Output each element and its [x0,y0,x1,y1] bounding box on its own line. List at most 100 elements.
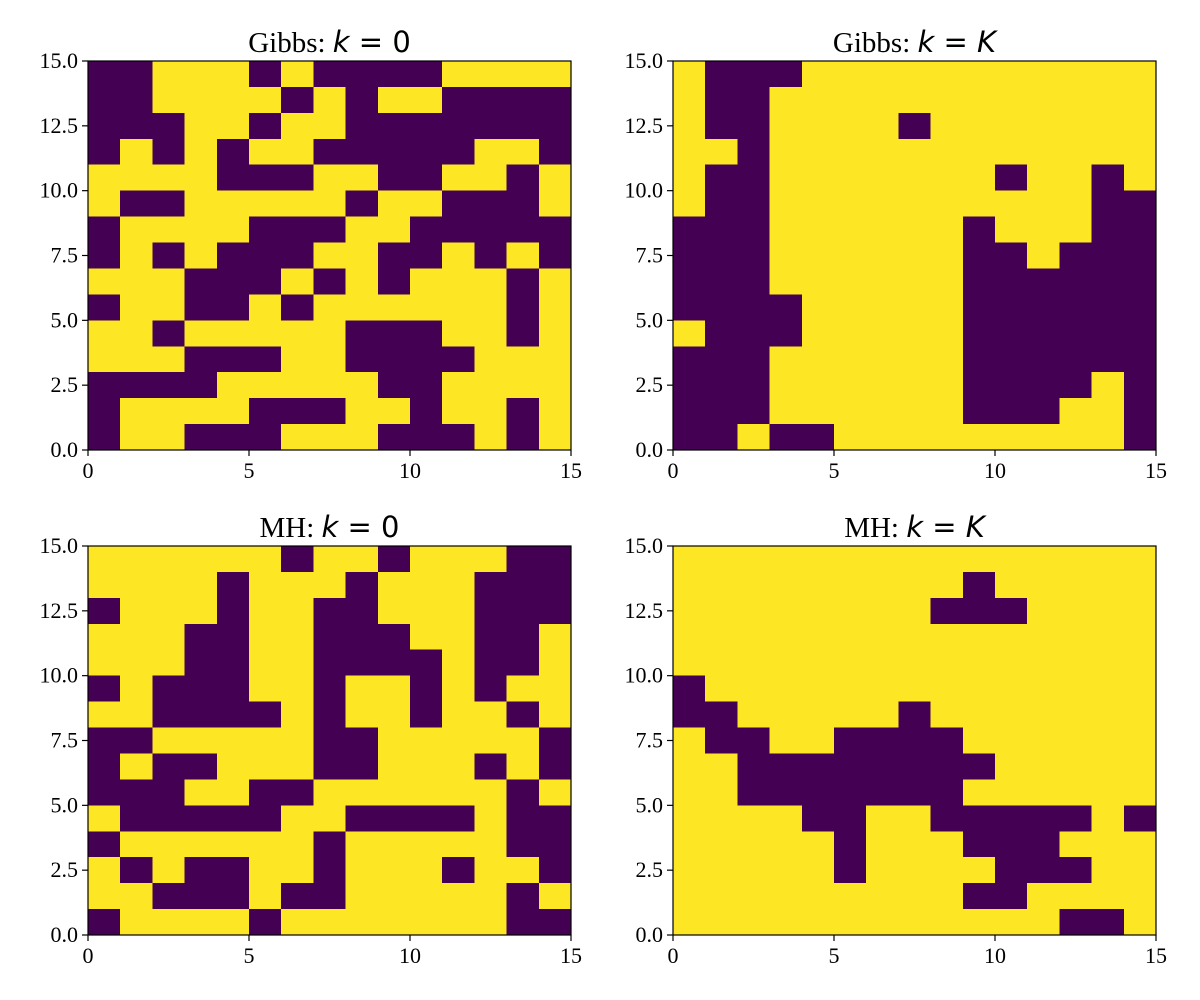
heatmap-cell [898,190,932,218]
heatmap-cell [120,138,153,166]
heatmap-cell [930,216,964,244]
heatmap-cell [506,857,540,884]
heatmap-cell [737,346,771,373]
heatmap-cell [769,61,803,88]
heatmap-cell [506,727,540,755]
heatmap-cell [834,623,867,651]
heatmap-cell [281,649,314,677]
heatmap-cell [801,623,835,651]
heatmap-cell [866,61,899,88]
heatmap-cell [834,571,867,599]
heatmap-cell [1027,86,1060,114]
heatmap-cell [410,597,443,625]
heatmap-cell [705,294,738,321]
heatmap-cell [249,138,282,166]
heatmap-cell [410,320,443,347]
heatmap-cell [249,112,282,140]
heatmap-cell [1091,623,1125,651]
heatmap-cell [377,216,411,244]
heatmap-cell [930,268,964,295]
heatmap-cell [930,294,964,321]
heatmap-cell [281,883,314,910]
heatmap-cell [313,138,347,166]
heatmap-cell [866,857,899,884]
heatmap-cell [1059,675,1093,703]
heatmap-cell [345,398,379,425]
heatmap-cell [216,294,250,321]
heatmap-cell [769,727,803,755]
heatmap-cell [1091,727,1125,755]
y-tick-label: 5.0 [636,307,664,332]
heatmap-cell [1027,649,1060,677]
heatmap-cell [474,372,508,399]
heatmap-cell [538,320,572,347]
heatmap-cell [962,216,996,244]
heatmap-cell [673,372,706,399]
heatmap-cell [506,675,540,703]
heatmap-cell [1091,597,1125,625]
heatmap-cell [506,571,540,599]
heatmap-cell [410,61,443,88]
heatmap-cell [281,675,314,703]
heatmap-cell [834,857,867,884]
heatmap-cell [1059,346,1093,373]
heatmap-cell [769,779,803,806]
heatmap-cell [1091,883,1125,910]
heatmap-cell [737,883,771,910]
heatmap-cell [930,753,964,780]
heatmap-cell [184,138,218,166]
title-math-part: = [923,510,957,544]
heatmap-cell [506,138,540,166]
heatmap-cell [769,138,803,166]
heatmap-cell [345,675,379,703]
heatmap-cell [1091,831,1125,858]
heatmap-cell [506,346,540,373]
panel-title: MH: k = K [844,510,987,544]
heatmap-cell [1059,805,1093,832]
heatmap-cell [313,216,347,244]
heatmap-cell [1059,320,1093,347]
heatmap-cell [345,753,379,780]
heatmap-cell [1027,597,1060,625]
heatmap-cell [120,701,153,729]
heatmap-cell [930,424,964,451]
heatmap-cell [345,571,379,599]
heatmap-cell [1091,546,1125,573]
heatmap-cell [377,701,411,729]
heatmap-cell [313,86,347,114]
heatmap-cell [184,546,218,573]
heatmap-cell [474,701,508,729]
heatmap-cell [281,701,314,729]
heatmap-cell [898,61,932,88]
heatmap-cell [737,398,771,425]
heatmap-cell [281,779,314,806]
heatmap-cell [737,909,771,936]
x-tick-label: 0 [668,943,679,968]
heatmap-cell [538,112,572,140]
heatmap-cell [737,546,771,573]
heatmap-cell [442,909,475,936]
heatmap-cell [506,86,540,114]
heatmap-cell [705,857,738,884]
heatmap-cell [995,138,1028,166]
panel-title: Gibbs: k = 0 [248,25,411,59]
heatmap-cell [506,242,540,270]
heatmap-cell [538,779,572,806]
heatmap-cell [737,216,771,244]
heatmap-cell [442,675,475,703]
heatmap-cell [898,597,932,625]
title-math-part: 0 [372,510,400,544]
heatmap-cell [769,424,803,451]
heatmap-cell [442,831,475,858]
heatmap-cell [184,909,218,936]
heatmap-cell [1091,398,1125,425]
heatmap-cell [281,424,314,451]
heatmap-cell [995,675,1028,703]
heatmap-cell [152,831,186,858]
heatmap-cell [88,701,121,729]
heatmap-cell [377,138,411,166]
y-tick-label: 10.0 [40,178,79,203]
heatmap-cell [474,242,508,270]
heatmap-cell [705,268,738,295]
heatmap-cell [962,268,996,295]
